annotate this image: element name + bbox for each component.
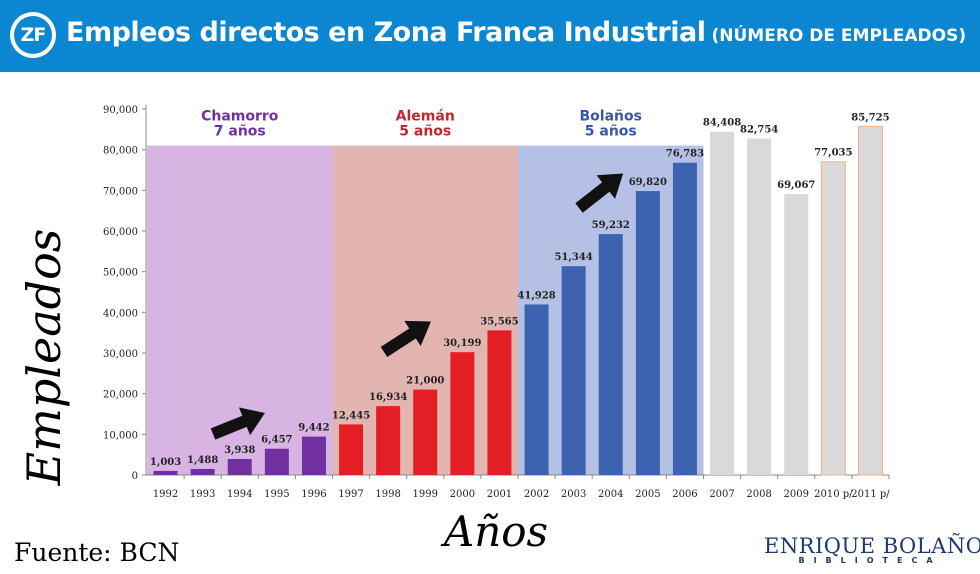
bar-2003 <box>561 266 586 475</box>
y-tick-label: 60,000 <box>103 227 138 238</box>
x-tick-label: 1994 <box>227 489 252 500</box>
x-tick-label: 1997 <box>338 489 363 500</box>
employment-bar-chart: 0 10,000 20,000 30,000 40,000 50,000 60,000 70,… <box>17 105 890 556</box>
header-banner: ZF Empleos directos en Zona Franca Indus… <box>0 0 980 72</box>
period-name: Bolaños <box>580 109 642 125</box>
value-label: 59,232 <box>592 220 630 231</box>
brand-logo: ENRIQUE BOLAÑOS BIBLIOTECA <box>764 534 980 565</box>
y-tick-label: 20,000 <box>103 390 138 401</box>
x-tick-label: 1995 <box>264 489 289 500</box>
x-tick-label: 2002 <box>524 489 549 500</box>
value-label: 69,820 <box>629 177 667 188</box>
bar-2002 <box>524 304 549 475</box>
x-tick-label: 2011 p/ <box>851 489 890 500</box>
page-subtitle: (NÚMERO DE EMPLEADOS) <box>711 26 967 46</box>
y-tick-label: 30,000 <box>103 349 138 360</box>
value-label: 6,457 <box>261 435 292 446</box>
period-duration: 5 años <box>585 124 637 140</box>
brand-name: ENRIQUE BOLAÑOS <box>764 534 980 558</box>
period-name: Chamorro <box>201 109 279 125</box>
trend-arrow-icon <box>210 407 265 440</box>
x-tick-label: 2001 <box>487 489 512 500</box>
x-tick-label: 1993 <box>190 489 215 500</box>
y-tick-label: 10,000 <box>103 430 138 441</box>
value-label: 82,754 <box>740 124 778 135</box>
value-label: 9,442 <box>298 423 329 434</box>
title-block: Empleos directos en Zona Franca Industri… <box>66 17 966 48</box>
bar-2005 <box>635 191 660 475</box>
bar-1996 <box>301 436 326 475</box>
bar-2001 <box>487 330 512 475</box>
trend-arrow-icon <box>575 173 624 213</box>
x-tick-label: 2008 <box>746 489 771 500</box>
bar-2004 <box>598 234 623 475</box>
bar-2011p <box>857 125 883 476</box>
y-tick-label: 90,000 <box>103 105 138 116</box>
bar-2010p <box>820 161 846 476</box>
x-tick-label: 2007 <box>709 489 734 500</box>
x-axis-title: Años <box>440 507 548 556</box>
source-note: Fuente: BCN <box>14 538 180 567</box>
value-label: 30,199 <box>443 338 481 349</box>
y-tick-label: 40,000 <box>103 308 138 319</box>
y-axis-title: Empleados <box>17 229 71 487</box>
period-duration: 7 años <box>214 124 266 140</box>
value-label: 3,938 <box>224 445 255 456</box>
x-tick-label: 1998 <box>375 489 400 500</box>
value-label: 76,783 <box>666 149 704 160</box>
zf-logo: ZF <box>10 12 56 58</box>
bar-1997 <box>339 424 364 475</box>
y-tick-label: 50,000 <box>103 268 138 279</box>
x-tick-label: 2009 <box>784 489 809 500</box>
value-label: 1,488 <box>187 455 218 466</box>
bar-1999 <box>413 389 438 475</box>
y-tick-label: 80,000 <box>103 146 138 157</box>
x-tick-label: 1992 <box>153 489 178 500</box>
value-label: 41,928 <box>517 290 555 301</box>
period-duration: 5 años <box>399 124 451 140</box>
value-label: 21,000 <box>406 376 444 387</box>
bar-2006 <box>672 162 697 475</box>
value-label: 16,934 <box>369 392 407 403</box>
zf-logo-text: ZF <box>14 16 52 54</box>
value-label: 84,408 <box>703 118 741 129</box>
period-name: Alemán <box>396 109 455 125</box>
value-label: 85,725 <box>851 112 889 123</box>
x-tick-label: 2005 <box>635 489 660 500</box>
x-tick-label: 2000 <box>450 489 475 500</box>
bar-2007 <box>710 131 735 476</box>
y-tick-label: 0 <box>132 471 138 482</box>
bar-1992 <box>153 470 178 475</box>
value-label: 77,035 <box>814 148 852 159</box>
bar-1995 <box>264 448 289 475</box>
bar-1994 <box>227 458 252 475</box>
trend-arrow-icon <box>380 320 431 358</box>
bar-2000 <box>450 352 475 475</box>
value-label: 12,445 <box>332 410 370 421</box>
x-tick-label: 2004 <box>598 489 623 500</box>
bar-1993 <box>190 468 215 475</box>
x-tick-label: 2010 p/ <box>814 489 853 500</box>
x-tick-label: 2006 <box>672 489 697 500</box>
x-tick-label: 1999 <box>413 489 438 500</box>
x-tick-label: 1996 <box>301 489 326 500</box>
bar-2008 <box>747 138 772 475</box>
value-label: 1,003 <box>150 457 181 468</box>
value-label: 69,067 <box>777 180 815 191</box>
page-title: Empleos directos en Zona Franca Industri… <box>66 17 706 48</box>
brand-subtitle: BIBLIOTECA <box>798 556 942 565</box>
bar-1998 <box>376 406 401 475</box>
x-tick-label: 2003 <box>561 489 586 500</box>
value-label: 35,565 <box>480 316 518 327</box>
value-label: 51,344 <box>555 252 593 263</box>
y-tick-label: 70,000 <box>103 186 138 197</box>
bar-2009 <box>784 194 809 475</box>
